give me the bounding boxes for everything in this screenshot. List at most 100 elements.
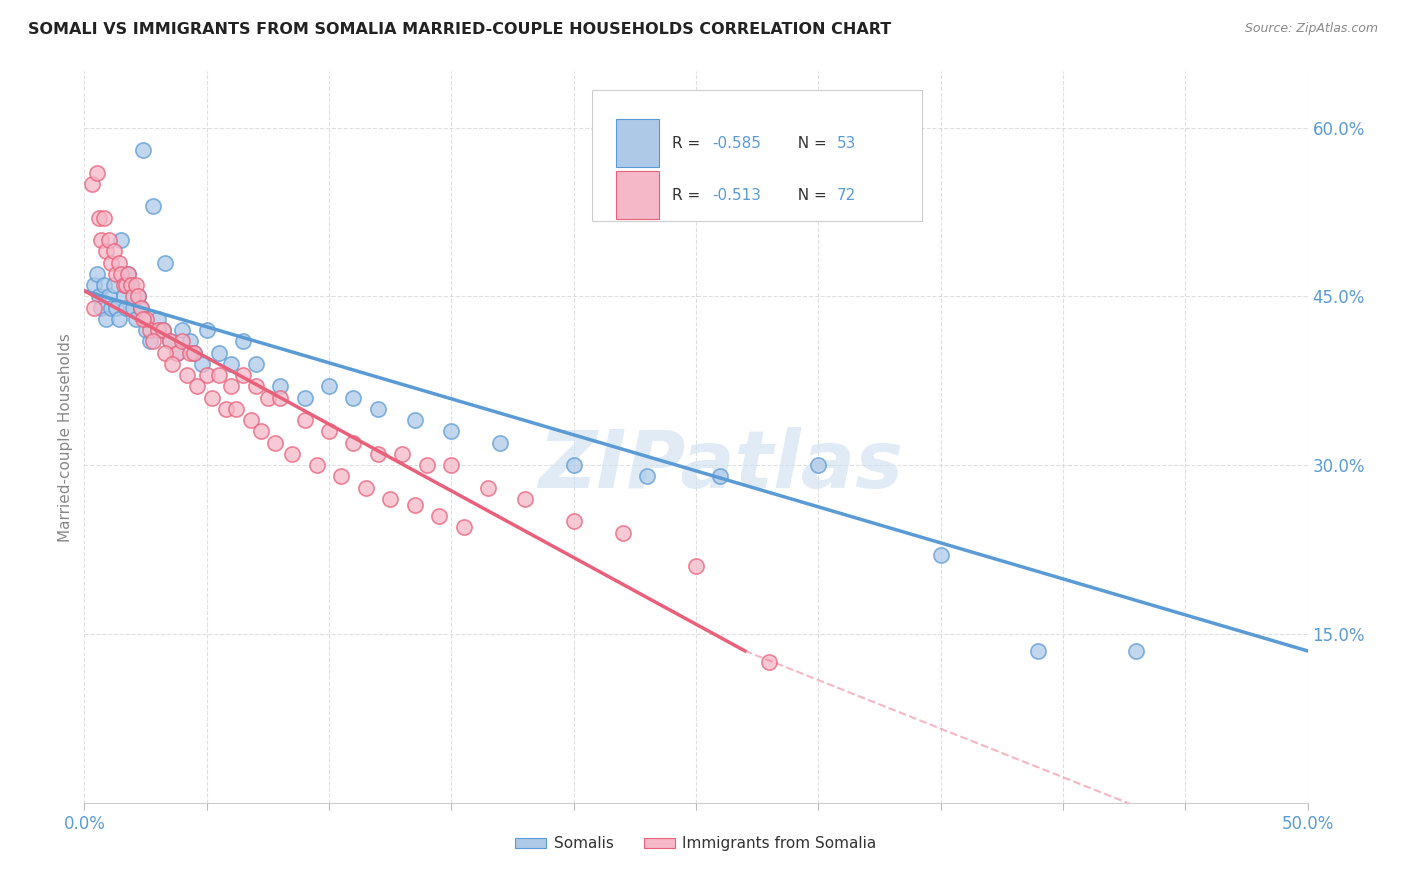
Text: R =: R = xyxy=(672,187,704,202)
Point xyxy=(249,425,271,439)
Point xyxy=(215,401,238,416)
Point xyxy=(281,447,304,461)
Point xyxy=(489,435,512,450)
Point xyxy=(562,458,585,473)
Y-axis label: Married-couple Households: Married-couple Households xyxy=(58,333,73,541)
Point xyxy=(120,278,142,293)
Point xyxy=(112,278,135,293)
Point xyxy=(318,425,340,439)
Point xyxy=(195,323,218,337)
Point xyxy=(612,525,634,540)
Point xyxy=(132,312,155,326)
Point xyxy=(129,301,152,315)
Point xyxy=(208,345,231,359)
Legend: Somalis, Immigrants from Somalia: Somalis, Immigrants from Somalia xyxy=(509,830,883,857)
Point xyxy=(166,345,188,359)
Point xyxy=(219,357,242,371)
Point xyxy=(139,323,162,337)
Point xyxy=(354,481,377,495)
Point xyxy=(318,379,340,393)
Point xyxy=(179,345,201,359)
Point xyxy=(146,312,169,326)
Point xyxy=(269,379,291,393)
Point xyxy=(176,368,198,383)
Point xyxy=(115,278,138,293)
Point xyxy=(440,458,463,473)
Point xyxy=(239,413,262,427)
Point xyxy=(142,199,165,213)
Point xyxy=(107,255,129,269)
Point xyxy=(807,458,830,473)
Point xyxy=(380,491,402,506)
Point xyxy=(97,233,120,247)
Point xyxy=(152,323,174,337)
Point xyxy=(166,345,188,359)
Point xyxy=(513,491,536,506)
Point xyxy=(219,379,242,393)
Point xyxy=(90,301,112,315)
Point xyxy=(135,323,157,337)
Point xyxy=(186,379,208,393)
Point xyxy=(103,278,125,293)
Point xyxy=(342,391,364,405)
Text: -0.513: -0.513 xyxy=(711,187,761,202)
Point xyxy=(305,458,328,473)
Point xyxy=(1028,644,1050,658)
Point xyxy=(100,301,122,315)
Point xyxy=(135,312,157,326)
Point xyxy=(367,447,389,461)
Point xyxy=(86,166,108,180)
Point xyxy=(245,379,267,393)
Point xyxy=(453,520,475,534)
Point xyxy=(80,177,103,191)
Point xyxy=(105,267,128,281)
Point xyxy=(330,469,353,483)
Text: SOMALI VS IMMIGRANTS FROM SOMALIA MARRIED-COUPLE HOUSEHOLDS CORRELATION CHART: SOMALI VS IMMIGRANTS FROM SOMALIA MARRIE… xyxy=(28,22,891,37)
Point xyxy=(427,508,450,523)
Point xyxy=(120,278,142,293)
Point xyxy=(103,244,125,259)
Point xyxy=(636,469,658,483)
Point xyxy=(342,435,364,450)
FancyBboxPatch shape xyxy=(616,171,659,219)
Point xyxy=(367,401,389,416)
Text: 53: 53 xyxy=(837,136,856,151)
Point xyxy=(127,289,149,303)
Point xyxy=(404,413,426,427)
Text: N =: N = xyxy=(787,136,831,151)
Text: -0.585: -0.585 xyxy=(711,136,761,151)
Point xyxy=(153,255,176,269)
Point xyxy=(179,334,201,349)
Point xyxy=(83,278,105,293)
Point xyxy=(183,345,205,359)
Point xyxy=(86,267,108,281)
Point xyxy=(142,334,165,349)
Text: N =: N = xyxy=(787,187,831,202)
Point xyxy=(183,345,205,359)
Point xyxy=(122,289,145,303)
Point xyxy=(96,312,118,326)
Point xyxy=(172,323,194,337)
Point xyxy=(391,447,413,461)
Point xyxy=(269,391,291,405)
Point xyxy=(159,334,181,349)
Point xyxy=(232,368,254,383)
Point xyxy=(159,334,181,349)
Point xyxy=(294,413,316,427)
Point xyxy=(225,401,247,416)
Point xyxy=(416,458,439,473)
Point xyxy=(153,345,176,359)
Point xyxy=(107,312,129,326)
Point xyxy=(200,391,222,405)
Point xyxy=(115,301,138,315)
Point xyxy=(929,548,952,562)
Point xyxy=(191,357,214,371)
Point xyxy=(87,211,110,225)
Point xyxy=(127,289,149,303)
Point xyxy=(562,515,585,529)
Point xyxy=(477,481,499,495)
Point xyxy=(132,143,155,157)
Point xyxy=(162,357,184,371)
Point xyxy=(195,368,218,383)
Point xyxy=(87,289,110,303)
